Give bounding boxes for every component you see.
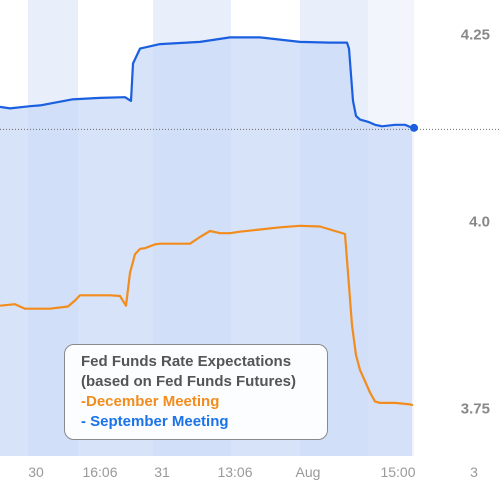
september-meeting-line — [0, 36, 413, 129]
september-last-point — [410, 123, 418, 132]
x-tick-label: 13:06 — [217, 464, 252, 480]
legend-title: Fed Funds Rate Expectations — [81, 353, 292, 370]
legend: Fed Funds Rate Expectations (based on Fe… — [64, 344, 328, 440]
x-tick-label: 16:06 — [82, 464, 117, 480]
legend-subtitle: (based on Fed Funds Futures) — [81, 373, 297, 390]
x-tick-label: 15:00 — [380, 464, 415, 480]
legend-december: -December Meeting — [81, 393, 220, 410]
y-tick-label: 4.0 — [469, 214, 490, 231]
x-tick-label: Aug — [296, 464, 321, 480]
y-tick-label: 3.75 — [461, 400, 490, 417]
x-tick-label: 31 — [154, 464, 170, 480]
x-tick-label: 30 — [28, 464, 44, 480]
x-tick-label: 3 — [470, 464, 478, 480]
december-meeting-line — [0, 224, 414, 407]
y-tick-label: 4.25 — [461, 27, 490, 44]
legend-september: - September Meeting — [81, 413, 229, 430]
